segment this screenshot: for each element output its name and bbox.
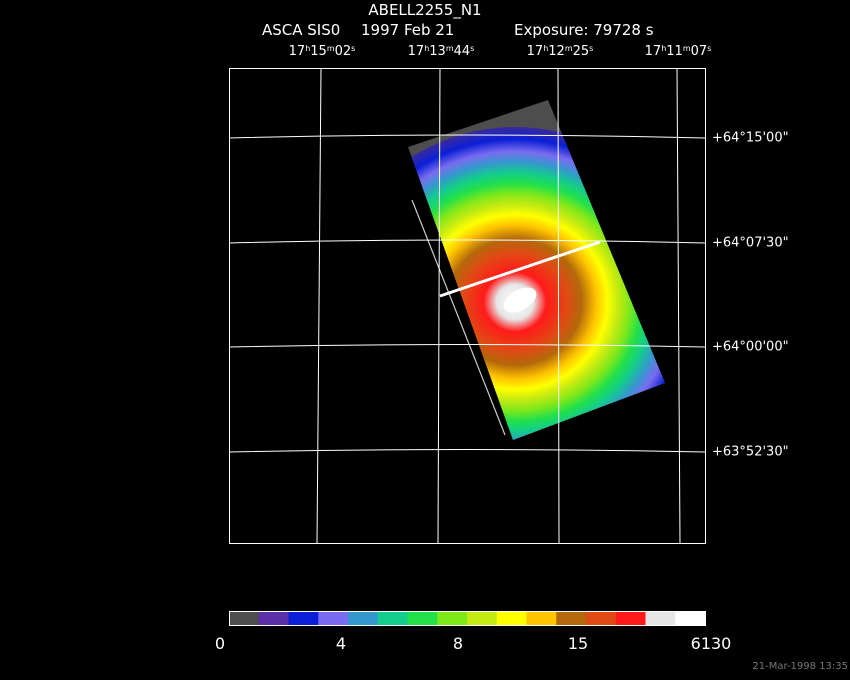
detector-image <box>408 100 665 440</box>
colorbar-label-2: 8 <box>452 634 464 653</box>
colorbar-swatch-5 <box>377 611 408 625</box>
colorbar-swatch-2 <box>288 611 319 625</box>
colorbar-swatch-9 <box>496 611 527 625</box>
instrument-label: ASCA SIS0 <box>262 21 341 39</box>
chip-gap <box>439 240 601 298</box>
colorbar-label-1: 4 <box>335 634 347 653</box>
plot-frame <box>229 68 706 544</box>
ra-gridline-4 <box>676 67 681 544</box>
ra-gridline-2 <box>437 67 441 544</box>
colorbar-swatch-0 <box>229 611 260 625</box>
colorbar-swatch-4 <box>348 611 379 625</box>
ra-label-3: 17h12m25s <box>526 44 594 59</box>
observation-info: ASCA SIS0 <box>262 21 340 39</box>
colorbar-swatch-10 <box>526 611 557 625</box>
dec-gridline-1 <box>228 134 706 139</box>
colorbar-swatch-1 <box>258 611 289 625</box>
ra-label-2: 17h13m44s <box>407 44 475 59</box>
image-title: ABELL2255_N1 <box>368 1 482 19</box>
dec-gridline-3 <box>228 344 706 348</box>
colorbar <box>229 611 706 625</box>
coordinate-grid <box>228 67 706 544</box>
colorbar-swatch-6 <box>407 611 438 625</box>
dec-gridline-4 <box>228 449 706 453</box>
colorbar-swatch-12 <box>586 611 617 625</box>
colorbar-swatch-11 <box>556 611 587 625</box>
colorbar-swatch-3 <box>318 611 349 625</box>
dec-label-4: +63°52'30" <box>712 444 789 460</box>
colorbar-label-4: 6130 <box>690 634 732 653</box>
colorbar-label-3: 15 <box>567 634 589 653</box>
exposure-label: Exposure: 79728 s <box>514 21 654 39</box>
dec-gridline-2 <box>228 239 706 244</box>
colorbar-label-0: 0 <box>214 634 226 653</box>
colorbar-swatch-7 <box>437 611 468 625</box>
colorbar-frame <box>229 611 706 626</box>
timestamp: 21-Mar-1998 13:35 <box>752 661 848 672</box>
observation-date: 1997 Feb 21 <box>361 21 455 39</box>
chip-edge <box>411 199 506 436</box>
colorbar-swatch-15 <box>675 611 706 625</box>
ra-gridline-1 <box>316 67 322 544</box>
dec-label-1: +64°15'00" <box>712 130 789 146</box>
ra-label-1: 17h15m02s <box>288 44 356 59</box>
dec-label-2: +64°07'30" <box>712 235 789 251</box>
ra-gridline-3 <box>557 67 560 544</box>
ra-label-4: 17h11m07s <box>644 44 712 59</box>
colorbar-swatch-14 <box>645 611 676 625</box>
colorbar-swatch-8 <box>467 611 498 625</box>
colorbar-swatch-13 <box>615 611 646 625</box>
dec-label-3: +64°00'00" <box>712 339 789 355</box>
